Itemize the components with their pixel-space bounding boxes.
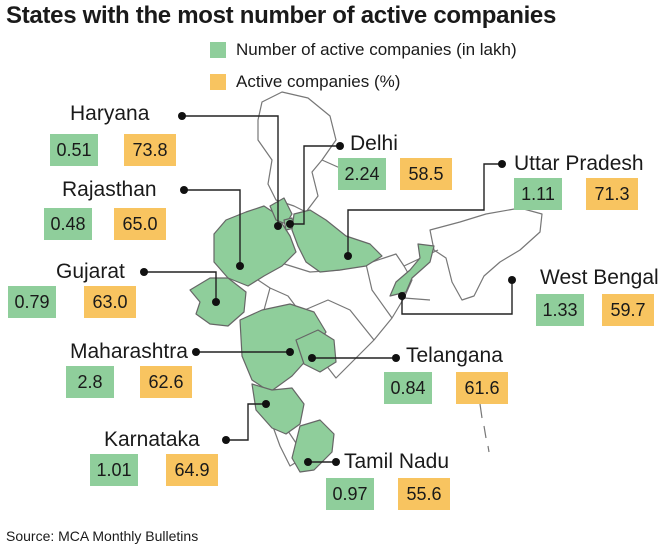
north-east-region <box>429 207 543 301</box>
count-box-rajasthan: 0.48 <box>44 208 92 240</box>
count-box-west-bengal: 1.33 <box>536 294 584 326</box>
state-label-gujarat: Gujarat <box>56 260 125 283</box>
legend-label: Number of active companies (in lakh) <box>236 40 517 59</box>
count-box-maharashtra: 2.8 <box>66 366 114 398</box>
tamil-nadu-region <box>291 419 335 473</box>
percent-box-rajasthan: 65.0 <box>114 208 166 240</box>
count-box-gujarat: 0.79 <box>8 286 56 318</box>
state-label-haryana: Haryana <box>70 102 150 125</box>
uttar-pradesh-region <box>291 209 383 273</box>
percent-box-tamil-nadu: 55.6 <box>398 478 450 510</box>
count-box-delhi: 2.24 <box>338 158 386 190</box>
percent-box-telangana: 61.6 <box>456 372 508 404</box>
percent-box-west-bengal: 59.7 <box>602 294 654 326</box>
percent-box-gujarat: 63.0 <box>84 286 136 318</box>
count-box-tamil-nadu: 0.97 <box>326 478 374 510</box>
source-note: Source: MCA Monthly Bulletins <box>6 528 199 544</box>
legend-item-percent: Active companies (%) <box>210 70 400 94</box>
state-label-tamil-nadu: Tamil Nadu <box>344 450 450 473</box>
state-label-rajasthan: Rajasthan <box>62 178 157 201</box>
count-box-karnataka: 1.01 <box>90 454 138 486</box>
percent-box-delhi: 58.5 <box>400 158 452 190</box>
count-box-telangana: 0.84 <box>384 372 432 404</box>
state-label-telangana: Telangana <box>406 344 503 367</box>
legend-label: Active companies (%) <box>236 72 401 91</box>
legend-item-count: Number of active companies (in lakh) <box>210 38 517 62</box>
northern-region <box>257 91 337 213</box>
state-label-delhi: Delhi <box>350 132 398 155</box>
count-box-uttar-pradesh: 1.11 <box>514 178 562 210</box>
state-label-west-bengal: West Bengal <box>540 266 659 289</box>
legend-swatch-orange <box>210 74 226 90</box>
west-bengal-region <box>389 243 435 297</box>
state-label-uttar-pradesh: Uttar Pradesh <box>514 152 644 175</box>
percent-box-haryana: 73.8 <box>124 134 176 166</box>
percent-box-maharashtra: 62.6 <box>140 366 192 398</box>
chart-title: States with the most number of active co… <box>6 2 557 29</box>
telangana-region <box>295 329 337 373</box>
count-box-haryana: 0.51 <box>50 134 98 166</box>
percent-box-karnataka: 64.9 <box>166 454 218 486</box>
state-label-karnataka: Karnataka <box>104 428 200 451</box>
legend-swatch-green <box>210 42 226 58</box>
percent-box-uttar-pradesh: 71.3 <box>586 178 638 210</box>
state-label-maharashtra: Maharashtra <box>70 340 188 363</box>
karnataka-region <box>251 383 305 435</box>
